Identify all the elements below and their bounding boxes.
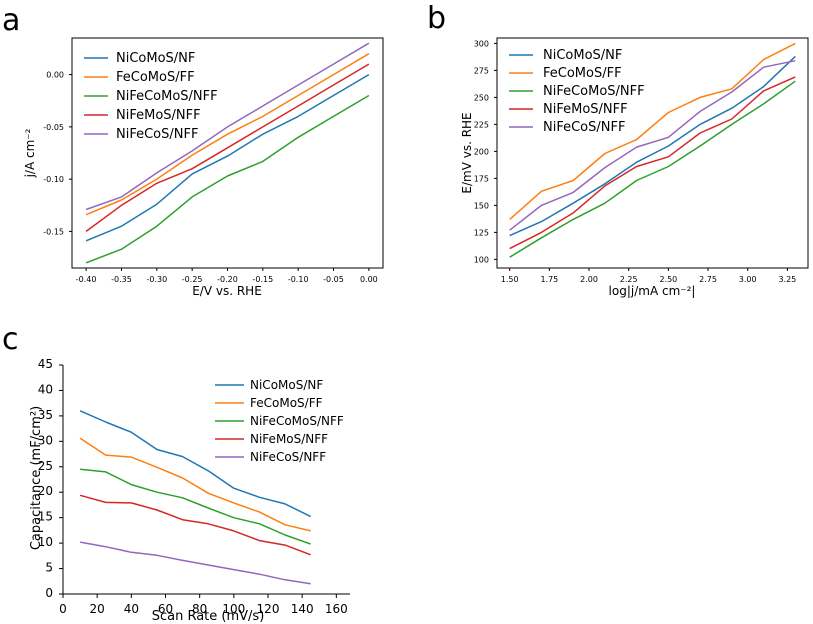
panel-letter-c: c (2, 322, 19, 357)
series-line-NiFeCoMoS/NFF (85, 94, 370, 264)
y-tick-label: 0.00 (46, 71, 64, 80)
legend-label: NiFeMoS/NFF (250, 432, 328, 446)
plot-frame-b (496, 37, 809, 269)
series-line-NiFeCoMoS/NFF (509, 80, 796, 258)
series-line-NiCoMoS/NF (85, 73, 370, 242)
legend-label: NiFeCoMoS/NFF (543, 84, 645, 99)
series-line-NiFeCoS/NFF (79, 541, 311, 585)
x-tick-label: -0.35 (111, 275, 132, 284)
series-line-FeCoMoS/FF (509, 42, 796, 220)
x-tick-label: -0.20 (217, 275, 238, 284)
x-tick-label: 2.00 (580, 275, 598, 284)
x-tick-label: 1.50 (501, 275, 519, 284)
y-tick-label: 250 (474, 93, 489, 102)
y-tick-label: 275 (474, 66, 489, 75)
y-tick-label: 300 (474, 39, 489, 48)
series-line-NiFeMoS/NFF (79, 494, 311, 556)
x-tick-label: 3.00 (739, 275, 757, 284)
y-tick-label: 100 (474, 255, 489, 264)
panel-letter-b: b (427, 1, 446, 36)
y-tick-label: -0.10 (43, 175, 64, 184)
legend-label: NiCoMoS/NF (543, 48, 622, 63)
legend-label: NiFeMoS/NFF (543, 102, 628, 117)
y-axis-label-c: Capacitance (mF/cm²) (29, 406, 44, 550)
x-tick-label: 140 (291, 602, 314, 616)
panel-c: 0 20 40 60 80 100 120 140 160051015202530354045 … (29, 357, 350, 624)
legend-label: NiFeCoS/NFF (543, 120, 625, 135)
series-line-NiCoMoS/NF (79, 410, 312, 518)
series-line-NiFeCoMoS/NFF (80, 468, 311, 545)
x-tick-label: 0.00 (360, 275, 378, 284)
x-axis-label-a: E/V vs. RHE (192, 284, 262, 298)
y-tick-label: 175 (474, 174, 489, 183)
y-tick-label: 30 (38, 433, 53, 447)
x-tick-label: 2.50 (659, 275, 677, 284)
legend-label: NiFeCoS/NFF (116, 127, 198, 142)
series-line-FeCoMoS/FF (79, 437, 311, 532)
x-tick-label: 1.75 (540, 275, 558, 284)
x-tick-label: -0.10 (288, 275, 309, 284)
x-tick-label: 100 (222, 602, 245, 616)
y-tick-label: 125 (474, 228, 489, 237)
y-tick-label: -0.05 (43, 123, 64, 132)
y-tick-label: 40 (38, 382, 53, 396)
legend-label: NiFeCoMoS/NFF (250, 414, 344, 428)
series-line-NiFeCoS/NFF (509, 59, 796, 231)
series-line-FeCoMoS/FF (85, 53, 370, 216)
x-tick-label: -0.30 (146, 275, 167, 284)
y-tick-label: 20 (38, 484, 53, 498)
legend-label: NiFeCoS/NFF (250, 450, 326, 464)
y-tick-label: 25 (38, 459, 53, 473)
legend-label: NiCoMoS/NF (250, 378, 323, 392)
y-tick-label: 225 (474, 120, 489, 129)
x-tick-label: 160 (325, 602, 348, 616)
legend-label: NiFeMoS/NFF (116, 108, 201, 123)
y-tick-label: 15 (38, 510, 53, 524)
x-tick-label: 120 (257, 602, 280, 616)
series-line-NiFeCoS/NFF (85, 42, 370, 211)
legend-label: NiCoMoS/NF (116, 51, 195, 66)
x-tick-label: 2.75 (699, 275, 717, 284)
y-axis-label-a: j/A cm⁻² (23, 128, 37, 178)
y-tick-label: 10 (38, 535, 53, 549)
legend-label: FeCoMoS/FF (250, 396, 323, 410)
x-axis-label-b: log|j/mA cm⁻²| (609, 284, 696, 298)
x-tick-label: -0.15 (252, 275, 273, 284)
panel-b: 1.50 1.75 2.00 2.25 2.50 2.75 3.00 3.25 100 125 15… (460, 37, 809, 298)
legend-label: FeCoMoS/FF (543, 66, 622, 81)
series-line-NiFeMoS/NFF (509, 76, 796, 250)
panel-letter-a: a (2, 3, 20, 38)
y-tick-label: 200 (474, 147, 489, 156)
x-tick-label: 20 (90, 602, 105, 616)
x-tick-label: 60 (158, 602, 173, 616)
x-tick-label: 0 (59, 602, 67, 616)
legend-label: NiFeCoMoS/NFF (116, 89, 218, 104)
x-tick-label: -0.25 (182, 275, 203, 284)
y-axis-label-b: E/mV vs. RHE (460, 112, 474, 193)
series-line-NiFeMoS/NFF (85, 63, 370, 233)
y-tick-label: 0 (45, 586, 53, 600)
y-tick-label: 5 (45, 561, 53, 575)
panel-a: -0.40 -0.35 -0.30 -0.25 -0.20 -0.15 -0.10 -0.05… (23, 37, 384, 298)
x-tick-label: 2.25 (620, 275, 638, 284)
x-tick-label: -0.05 (323, 275, 344, 284)
x-tick-label: -0.40 (76, 275, 97, 284)
x-tick-label: 3.25 (778, 275, 796, 284)
y-tick-label: -0.15 (43, 227, 64, 236)
y-tick-label: 150 (474, 201, 489, 210)
y-tick-label: 45 (38, 357, 53, 371)
x-axis-label-c: Scan Rate (mV/s) (152, 609, 265, 624)
legend-label: FeCoMoS/FF (116, 70, 195, 85)
y-tick-label: 35 (38, 408, 53, 422)
x-tick-label: 80 (192, 602, 207, 616)
series-line-NiCoMoS/NF (509, 55, 796, 237)
x-tick-label: 40 (124, 602, 139, 616)
